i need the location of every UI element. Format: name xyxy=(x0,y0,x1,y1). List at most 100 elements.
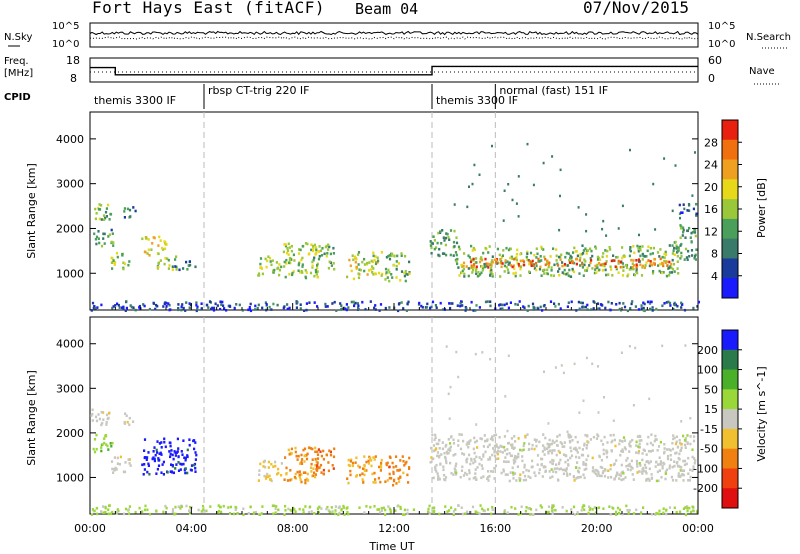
velocity-data-cell xyxy=(448,447,451,450)
velocity-data-cell xyxy=(567,464,570,467)
power-data-cell xyxy=(438,247,441,251)
velocity-data-cell xyxy=(563,441,566,444)
power-data-cell xyxy=(638,233,640,237)
velocity-data-cell xyxy=(554,366,557,369)
power-data-cell xyxy=(313,243,316,247)
power-data-cell xyxy=(586,266,589,270)
power-data-cell xyxy=(693,257,696,260)
power-data-cell xyxy=(512,264,515,267)
velocity-data-cell xyxy=(638,462,641,465)
velocity-data-cell xyxy=(124,507,128,511)
velocity-data-cell xyxy=(630,459,633,463)
velocity-data-cell xyxy=(525,468,528,472)
velocity-data-cell xyxy=(674,452,677,455)
velocity-data-cell xyxy=(184,458,187,462)
velocity-data-cell xyxy=(347,463,350,467)
power-data-cell xyxy=(540,259,543,262)
velocity-data-cell xyxy=(636,462,639,465)
velocity-data-cell xyxy=(566,430,569,433)
velocity-data-cell xyxy=(452,438,455,442)
power-data-cell xyxy=(610,302,613,305)
velocity-data-cell xyxy=(300,453,303,457)
power-data-cell xyxy=(659,248,662,251)
power-data-cell xyxy=(471,182,474,186)
velocity-data-cell xyxy=(183,456,186,459)
power-data-cell xyxy=(652,246,655,250)
velocity-data-cell xyxy=(103,437,106,440)
velocity-data-cell xyxy=(128,462,131,465)
velocity-data-cell xyxy=(564,460,567,464)
power-data-cell xyxy=(108,218,111,221)
velocity-data-cell xyxy=(444,445,447,448)
velocity-data-cell xyxy=(111,510,114,514)
power-data-cell xyxy=(297,252,301,255)
velocity-data-cell xyxy=(305,477,308,481)
power-data-cell xyxy=(663,157,666,160)
velocity-data-cell xyxy=(636,465,639,468)
velocity-data-cell xyxy=(349,464,352,467)
power-data-cell xyxy=(491,259,494,262)
velocity-data-cell xyxy=(583,444,586,447)
velocity-data-cell xyxy=(194,451,197,454)
power-data-cell xyxy=(692,306,695,310)
power-data-cell xyxy=(465,307,468,310)
power-data-cell xyxy=(284,244,288,248)
power-data-cell xyxy=(645,255,648,258)
power-data-cell xyxy=(363,257,366,261)
power-data-cell xyxy=(582,274,585,277)
power-data-cell xyxy=(98,241,101,245)
velocity-data-cell xyxy=(146,456,149,459)
velocity-data-cell xyxy=(342,504,345,508)
velocity-data-cell xyxy=(488,456,492,459)
velocity-data-cell xyxy=(260,512,263,515)
velocity-data-cell xyxy=(158,452,161,455)
velocity-data-cell xyxy=(475,423,478,426)
power-data-cell xyxy=(680,255,683,258)
velocity-data-cell xyxy=(143,468,146,471)
velocity-data-cell xyxy=(570,454,574,457)
velocity-data-cell xyxy=(576,461,579,464)
power-data-cell xyxy=(509,247,512,251)
power-data-cell xyxy=(695,212,698,216)
power-data-cell xyxy=(509,256,512,260)
power-data-cell xyxy=(666,264,669,267)
power-data-cell xyxy=(395,264,398,268)
power-data-cell xyxy=(581,244,584,247)
power-data-cell xyxy=(157,244,160,247)
velocity-data-cell xyxy=(624,476,627,479)
velocity-data-cell xyxy=(596,474,599,478)
power-data-cell xyxy=(507,183,510,186)
velocity-data-cell xyxy=(432,511,436,514)
velocity-data-cell xyxy=(445,443,448,447)
power-data-cell xyxy=(298,248,301,251)
velocity-data-cell xyxy=(474,460,477,463)
power-data-cell xyxy=(641,245,644,248)
power-data-cell xyxy=(544,263,547,267)
velocity-data-cell xyxy=(488,457,492,461)
power-data-cell xyxy=(456,257,459,261)
power-data-cell xyxy=(557,270,560,273)
velocity-data-cell xyxy=(547,505,551,508)
power-data-cell xyxy=(547,263,551,266)
velocity-data-cell xyxy=(538,440,541,444)
power-data-cell xyxy=(433,239,436,242)
power-data-cell xyxy=(631,262,634,265)
velocity-data-cell xyxy=(128,423,131,427)
velocity-data-cell xyxy=(432,444,435,447)
power-data-cell xyxy=(685,256,688,259)
velocity-data-cell xyxy=(304,471,307,474)
velocity-data-cell xyxy=(452,442,456,445)
power-data-cell xyxy=(647,259,650,262)
power-data-cell xyxy=(189,263,192,267)
velocity-data-cell xyxy=(686,505,689,508)
velocity-data-cell xyxy=(659,462,663,465)
velocity-data-cell xyxy=(474,476,477,479)
velocity-data-cell xyxy=(290,447,293,451)
velocity-data-cell xyxy=(492,447,495,450)
velocity-data-cell xyxy=(691,448,694,451)
velocity-data-cell xyxy=(622,436,626,439)
velocity-data-cell xyxy=(267,460,270,464)
power-data-cell xyxy=(356,302,359,305)
power-data-cell xyxy=(669,265,672,268)
power-data-cell xyxy=(601,227,604,231)
